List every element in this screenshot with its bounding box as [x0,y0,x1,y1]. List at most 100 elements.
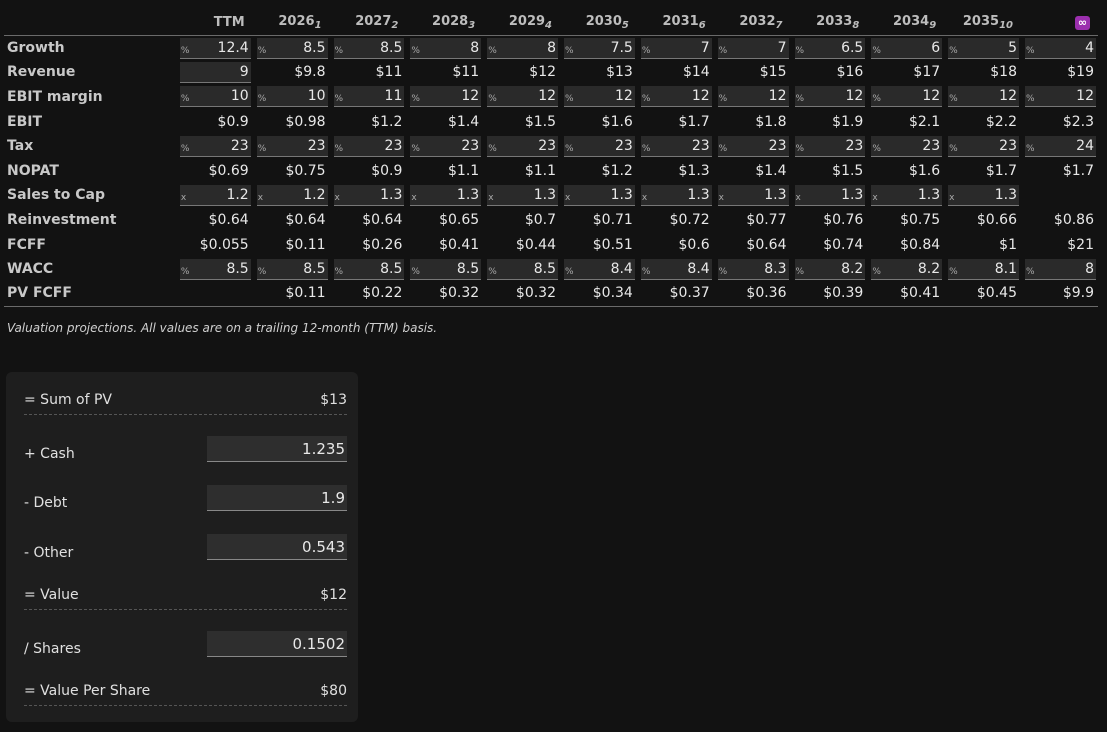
cell-text: 10 [307,88,326,105]
cell-input[interactable]: x 1.3 [487,184,559,206]
cell-input[interactable]: % 8.2 [871,258,943,280]
debt-input[interactable]: 1.9 [207,485,347,511]
cell-input[interactable]: % 8 [410,37,482,59]
cell-input[interactable]: x 1.2 [256,184,328,206]
cell-input[interactable]: x 1.3 [410,184,482,206]
cell-input[interactable]: % 12 [640,86,712,108]
cell-input[interactable]: % 12 [487,86,559,108]
cell-input[interactable]: % 8.4 [564,258,635,280]
cell-input[interactable]: x 1.3 [333,184,405,206]
cell-input[interactable]: % 23 [487,135,559,157]
cell-input[interactable]: % 11 [333,86,405,108]
row-label: FCFF [7,236,46,253]
table-cell: $0.98 [253,109,330,134]
cell-input[interactable]: % 23 [794,135,866,157]
sum-of-pv-label: = Sum of PV [24,392,112,408]
cell-input[interactable]: % 24 [1024,135,1096,157]
cell-text: $9.9 [1062,285,1094,302]
cell-input[interactable]: x 1.3 [948,184,1019,206]
cell-input[interactable]: % 23 [948,135,1019,157]
cell-value: $1.6 [562,112,635,132]
cash-input[interactable]: 1.235 [207,436,347,462]
cell-text: $0.98 [285,113,326,130]
cell-value: $0.22 [332,283,405,303]
cell-input[interactable]: x 1.3 [640,184,712,206]
table-row: NOPAT $0.69 $0.75 $0.9 $1.1 $1.1 $1.2 $1.3 $1.4 $… [4,158,1098,183]
cell-input[interactable]: % 8.5 [487,258,559,280]
cell-input[interactable]: % 23 [564,135,635,157]
cell-input[interactable]: % 6.5 [794,37,866,59]
cell-value: $1.2 [562,161,635,181]
column-year: 2030 [585,14,622,29]
cell-text: 23 [461,137,480,154]
cell-input[interactable]: % 12 [948,86,1019,108]
table-cell: $11 [406,60,483,85]
cell-input[interactable]: x 1.3 [794,184,866,206]
table-cell: % 10 [253,85,330,110]
cell-input[interactable]: % 7 [717,37,789,59]
cell-input[interactable]: x 1.3 [564,184,635,206]
cell-text: $0.41 [900,285,941,302]
cell-input[interactable]: % 8 [487,37,559,59]
cell-input[interactable]: % 8.4 [640,258,712,280]
cell-text: 1.2 [303,186,326,203]
cell-input[interactable]: % 12 [1024,86,1096,108]
cell-value: $1.1 [408,161,481,181]
table-cell: $0.69 [176,158,253,183]
cell-input[interactable]: % 12 [717,86,789,108]
cell-input[interactable]: % 4 [1024,37,1096,59]
cell-input[interactable]: % 23 [179,135,251,157]
cell-input[interactable]: % 23 [333,135,405,157]
cell-input[interactable]: % 8.5 [410,258,482,280]
other-input[interactable]: 0.543 [207,534,347,560]
cell-input[interactable]: % 8.5 [179,258,251,280]
cell-input[interactable]: % 10 [256,86,328,108]
cell-input[interactable]: % 10 [179,86,251,108]
cell-input[interactable]: % 7 [640,37,712,59]
cell-input[interactable]: % 8.3 [717,258,789,280]
cell-input[interactable]: % 23 [871,135,943,157]
cell-input[interactable]: x 1.3 [717,184,789,206]
cell-input[interactable]: % 8.5 [333,37,405,59]
cell-input[interactable]: % 12 [871,86,943,108]
cell-value: $0.6 [639,235,712,255]
unit-label: % [949,266,958,277]
cell-text: $1.4 [448,113,480,130]
cell-input[interactable]: % 12 [410,86,482,108]
cell-input[interactable]: x 1.2 [179,184,251,206]
unit-label: % [1025,143,1035,154]
column-year: 2031 [662,14,699,29]
cell-input[interactable]: % 6 [871,37,943,59]
cell-input[interactable]: % 8.5 [256,258,328,280]
cell-input[interactable]: % 7.5 [564,37,635,59]
unit-label: % [180,143,190,154]
cell-text: $16 [836,64,864,81]
row-label: Growth [7,40,65,57]
cell-value: $0.84 [869,235,942,255]
unit-label: % [180,45,190,56]
cell-value: $0.64 [332,210,405,230]
cell-input[interactable]: % 23 [410,135,482,157]
cell-input[interactable]: x 1.3 [871,184,943,206]
cell-input[interactable]: % 12 [794,86,866,108]
cell-text: 4 [1085,39,1094,56]
cell-text: $0.22 [362,285,403,302]
shares-input[interactable]: 0.1502 [207,631,347,657]
cell-text: 1.2 [226,186,249,203]
cell-input[interactable]: 9 [179,61,251,83]
cell-input[interactable]: % 8 [1024,258,1096,280]
table-row: Reinvestment $0.64 $0.64 $0.64 $0.65 $0.7 $0.7… [4,208,1098,233]
cell-input[interactable]: % 8.1 [948,258,1019,280]
cell-input[interactable]: % 23 [256,135,328,157]
cell-input[interactable]: % 8.5 [256,37,328,59]
cell-input[interactable]: % 23 [640,135,712,157]
cell-input[interactable]: % 12 [564,86,635,108]
cell-input[interactable]: % 8.5 [333,258,405,280]
cell-value: $0.74 [793,235,866,255]
cell-input[interactable]: % 23 [717,135,789,157]
cell-value: $0.32 [408,283,481,303]
cell-input[interactable]: % 5 [948,37,1019,59]
cell-input[interactable]: % 8.2 [794,258,866,280]
cell-value: $15 [716,62,789,82]
cell-input[interactable]: % 12.4 [179,37,251,59]
